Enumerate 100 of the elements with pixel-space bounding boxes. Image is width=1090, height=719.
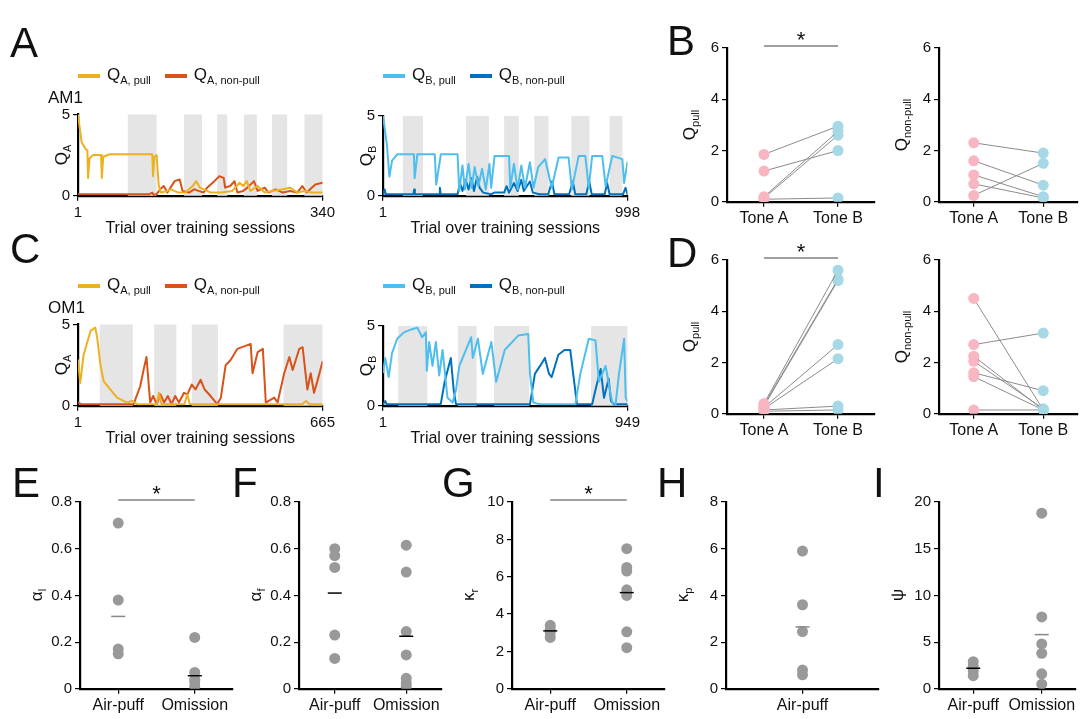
x-axis-title: Trial over training sessions xyxy=(105,218,296,236)
x-tick-label: Omission xyxy=(1008,695,1076,713)
x-tick-label: Tone B xyxy=(813,208,863,226)
y-tick-label: 0.6 xyxy=(51,538,72,556)
x-tick-label: 665 xyxy=(309,412,335,430)
y-tick-label: 6 xyxy=(710,38,719,56)
x-tick-label: 1 xyxy=(378,202,388,220)
y-tick-label: 5 xyxy=(366,106,375,124)
text: B xyxy=(667,17,696,64)
annotation: I xyxy=(873,459,885,506)
y-tick-label: 0 xyxy=(922,403,931,421)
y-tick-label: 20 xyxy=(914,492,931,510)
x-axis-title: Trial over training sessions xyxy=(105,428,296,446)
x-tick-label: Air-puff xyxy=(776,695,829,713)
x-tick-label: 998 xyxy=(614,202,640,220)
y-tick-label: 0.6 xyxy=(270,538,291,556)
y-tick-label: 0 xyxy=(710,403,719,421)
y-tick-label: 0 xyxy=(495,678,504,696)
y-tick-label: 5 xyxy=(922,632,931,650)
x-tick-label: 340 xyxy=(309,202,335,220)
x-tick-label: Omission xyxy=(161,695,229,713)
y-tick-label: 2 xyxy=(709,632,718,650)
annotation: * xyxy=(152,481,162,506)
x-tick-label: Air-puff xyxy=(92,695,145,713)
y-tick-label: 0 xyxy=(922,678,931,696)
y-tick-label: 6 xyxy=(710,250,719,268)
y-tick-label: 4 xyxy=(709,585,718,603)
y-tick-label: 0.2 xyxy=(51,632,72,650)
y-tick-label: 2 xyxy=(922,352,931,370)
y-tick-label: 2 xyxy=(710,140,719,158)
y-tick-label: 2 xyxy=(495,641,504,659)
annotation: F xyxy=(232,459,258,506)
x-tick-label: Tone B xyxy=(1018,208,1069,226)
annotation: G xyxy=(442,459,475,506)
y-tick-label: 5 xyxy=(61,104,70,122)
y-tick-label: 0 xyxy=(709,678,718,696)
y-tick-label: 6 xyxy=(709,538,718,556)
x-tick-label: Omission xyxy=(593,695,661,713)
y-tick-label: 0 xyxy=(61,185,70,203)
y-tick-label: 6 xyxy=(495,566,504,584)
y-tick-label: 0.4 xyxy=(51,585,72,603)
x-tick-label: Tone A xyxy=(949,208,999,226)
text: D xyxy=(667,229,698,276)
x-tick-label: 1 xyxy=(73,202,83,220)
x-tick-label: Tone B xyxy=(1018,420,1069,438)
x-axis-title: Trial over training sessions xyxy=(410,428,601,446)
y-tick-label: 6 xyxy=(922,250,931,268)
text: C xyxy=(10,225,41,272)
text: A xyxy=(10,19,39,66)
x-tick-label: 1 xyxy=(73,412,83,430)
y-tick-label: 0.8 xyxy=(270,492,291,510)
legend-label: Q$_{A, pull}$ xyxy=(107,65,151,87)
x-axis-title: Trial over training sessions xyxy=(410,218,601,236)
y-tick-label: 5 xyxy=(61,314,70,332)
annotation: * xyxy=(796,27,806,52)
y-tick-label: 10 xyxy=(487,492,504,510)
annotation: * xyxy=(796,239,806,264)
y-tick-label: 0.4 xyxy=(270,585,291,603)
y-tick-label: 0.2 xyxy=(270,632,291,650)
y-tick-label: 4 xyxy=(710,301,719,319)
y-tick-label: 2 xyxy=(710,352,719,370)
x-tick-label: 1 xyxy=(378,412,388,430)
y-tick-label: 0 xyxy=(710,191,719,209)
x-tick-label: Tone A xyxy=(739,208,789,226)
y-tick-label: 4 xyxy=(922,301,931,319)
legend-label: Q$_{A, pull}$ xyxy=(107,275,151,297)
y-tick-label: 2 xyxy=(922,140,931,158)
legend-label: Q$_{B, non-pull}$ xyxy=(498,275,565,297)
legend-label: Q$_{B, pull}$ xyxy=(412,65,456,87)
legend-label: Q$_{A, non-pull}$ xyxy=(193,65,260,87)
text: E xyxy=(12,459,41,506)
y-tick-label: 4 xyxy=(495,604,504,622)
x-tick-label: Omission xyxy=(372,695,440,713)
y-tick-label: 0 xyxy=(63,678,72,696)
y-tick-label: 0 xyxy=(366,185,375,203)
y-tick-label: 5 xyxy=(366,316,375,334)
y-tick-label: 6 xyxy=(922,38,931,56)
x-tick-label: Tone A xyxy=(949,420,999,438)
x-tick-label: Air-puff xyxy=(947,695,1000,713)
chart-title: OM1 xyxy=(48,297,85,317)
annotation: H xyxy=(657,459,688,506)
y-axis-title: ψ xyxy=(887,589,907,602)
x-tick-label: Tone B xyxy=(813,420,863,438)
annotation: * xyxy=(584,481,594,506)
y-tick-label: 0 xyxy=(922,191,931,209)
y-tick-label: 0 xyxy=(61,395,70,413)
y-tick-label: 10 xyxy=(914,585,931,603)
legend-label: Q$_{A, non-pull}$ xyxy=(193,275,260,297)
y-tick-label: 0 xyxy=(366,395,375,413)
x-tick-label: Tone A xyxy=(739,420,789,438)
y-tick-label: 4 xyxy=(710,89,719,107)
x-tick-label: 949 xyxy=(614,412,640,430)
y-tick-label: 8 xyxy=(709,492,718,510)
legend-label: Q$_{B, non-pull}$ xyxy=(498,65,565,87)
y-tick-label: 4 xyxy=(922,89,931,107)
y-tick-label: 8 xyxy=(495,529,504,547)
y-tick-label: 0.8 xyxy=(51,492,72,510)
y-tick-label: 0 xyxy=(282,678,291,696)
y-tick-label: 15 xyxy=(914,538,931,556)
chart-title: AM1 xyxy=(48,87,83,107)
